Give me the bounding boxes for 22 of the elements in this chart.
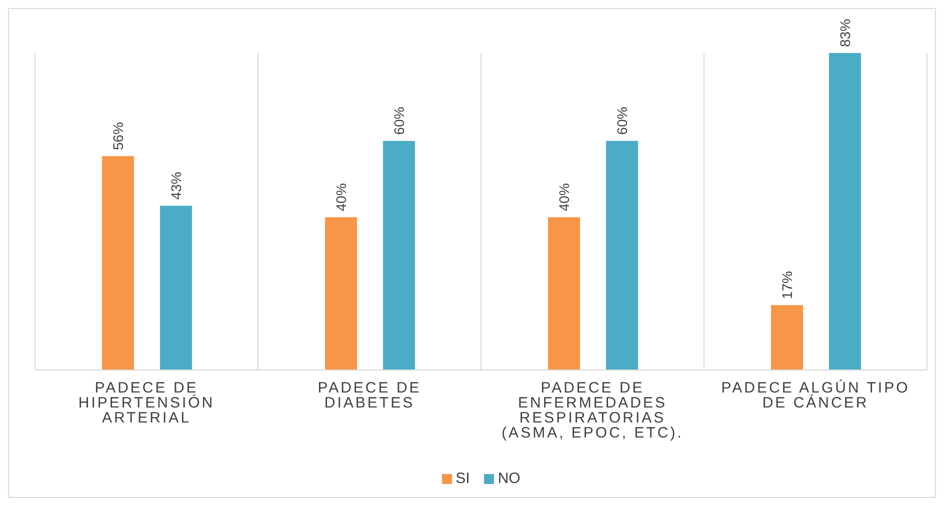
data-label: 40% (556, 183, 572, 212)
data-label: 60% (614, 106, 630, 135)
data-label: 40% (333, 183, 349, 212)
data-label: 83% (837, 18, 853, 47)
legend-label: SI (454, 470, 470, 487)
x-tick-label: PADECE ALGÚN TIPO DE CÁNCER (721, 378, 910, 412)
data-label: 17% (779, 271, 795, 300)
data-label: 56% (110, 122, 126, 150)
data-label: 43% (168, 172, 184, 200)
bar (383, 140, 415, 370)
x-tick-label: PADECE DE ENFERMEDADES RESPIRATORIAS (ASMA, EPOC, ETC). (502, 380, 684, 442)
bar (548, 217, 580, 370)
bar (771, 305, 803, 370)
bar (606, 140, 638, 370)
bar (160, 206, 192, 370)
data-label: 60% (391, 106, 407, 135)
bar (829, 53, 861, 370)
bar (325, 217, 357, 370)
bar (102, 156, 134, 370)
legend-label: NO (496, 470, 520, 487)
x-tick-label: PADECE DE HIPERTENSIÓN ARTERIAL (78, 380, 215, 427)
x-tick-label: PADECE DE DIABETES (318, 380, 422, 412)
